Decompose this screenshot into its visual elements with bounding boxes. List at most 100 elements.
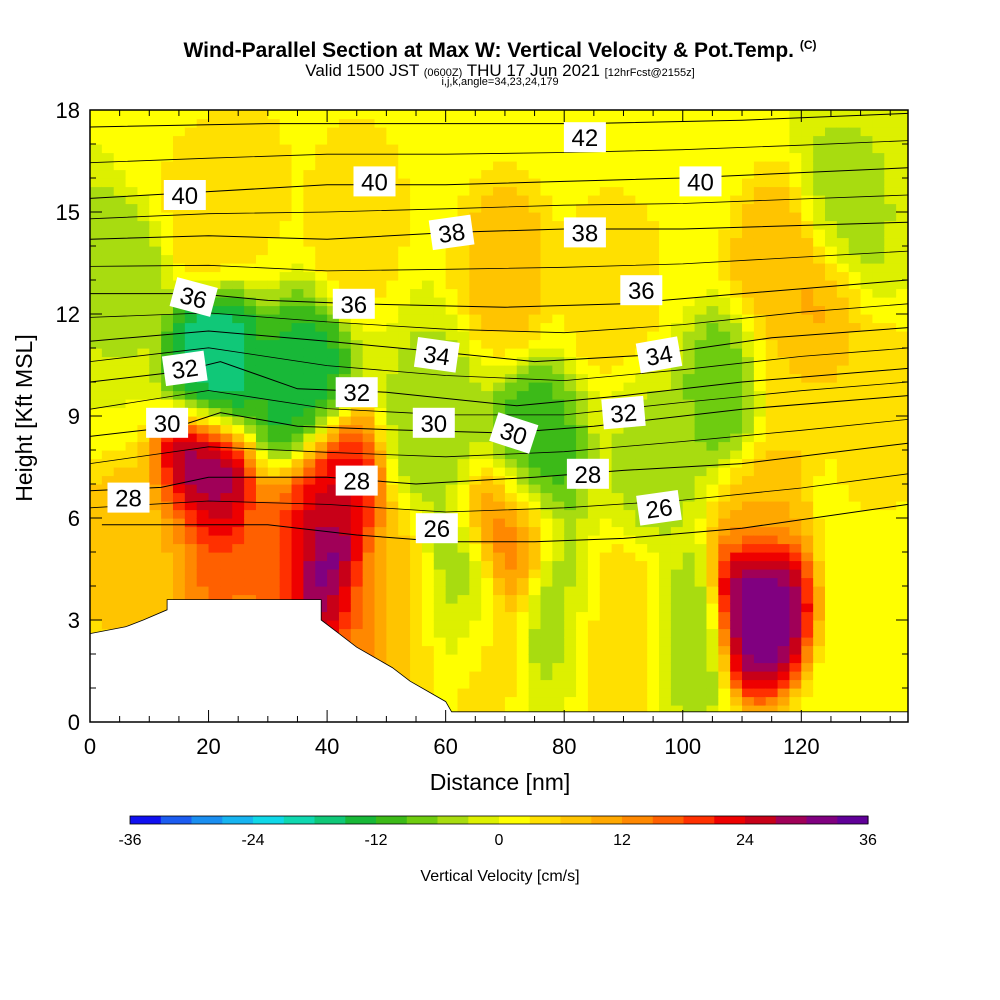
velocity-cell [398,560,411,570]
velocity-cell [789,288,802,298]
velocity-cell [232,339,245,349]
velocity-cell [113,399,127,409]
velocity-cell [801,297,814,307]
velocity-cell [315,416,328,426]
velocity-cell [410,679,423,689]
velocity-cell [872,526,885,536]
velocity-cell [457,339,470,349]
velocity-cell [315,433,328,443]
velocity-cell [338,203,352,213]
velocity-cell [220,586,233,596]
velocity-cell [825,203,838,213]
velocity-cell [682,416,696,426]
velocity-cell [208,297,222,307]
velocity-cell [623,144,636,154]
velocity-cell [848,161,862,171]
velocity-cell [469,645,482,655]
velocity-cell [528,331,542,341]
velocity-cell [564,535,577,545]
velocity-cell [789,552,802,562]
velocity-cell [552,220,565,230]
velocity-cell [516,390,530,400]
velocity-cell [504,518,518,528]
velocity-cell [386,543,399,553]
velocity-cell [232,526,245,536]
velocity-cell [611,509,625,519]
velocity-cell [172,144,186,154]
velocity-cell [623,688,636,698]
velocity-cell [528,671,542,681]
velocity-cell [244,356,257,366]
velocity-cell [220,178,233,188]
velocity-cell [730,186,743,196]
velocity-cell [884,628,897,638]
velocity-cell [777,586,791,596]
velocity-cell [623,246,636,256]
velocity-cell [220,526,233,536]
velocity-cell [623,186,636,196]
velocity-cell [457,611,470,621]
velocity-cell [291,526,304,536]
velocity-cell [753,220,767,230]
velocity-cell [659,305,672,315]
velocity-cell [481,569,494,579]
velocity-cell [516,237,530,247]
velocity-cell [730,399,743,409]
velocity-cell [765,263,779,273]
velocity-cell [255,339,269,349]
velocity-cell [777,348,791,358]
velocity-cell [504,586,518,596]
velocity-cell [540,679,553,689]
velocity-cell [765,424,779,434]
velocity-cell [220,518,233,528]
velocity-cell [836,365,850,375]
velocity-cell [576,543,589,553]
velocity-cell [528,246,542,256]
velocity-cell [848,552,862,562]
velocity-cell [457,390,470,400]
velocity-cell [291,348,304,358]
velocity-cell [350,237,364,247]
velocity-cell [350,458,364,468]
velocity-cell [742,552,755,562]
velocity-cell [184,569,198,579]
velocity-cell [647,620,660,630]
velocity-cell [647,186,660,196]
velocity-cell [564,314,577,324]
velocity-cell [516,526,530,536]
velocity-cell [872,543,885,553]
velocity-cell [836,212,850,222]
velocity-cell [291,271,304,281]
valid-time: Valid 1500 JST [305,61,419,80]
velocity-cell [267,118,281,128]
velocity-cell [825,237,838,247]
velocity-cell [244,543,257,553]
velocity-cell [421,110,435,120]
velocity-cell [836,628,850,638]
velocity-cell [125,212,139,222]
velocity-cell [421,569,435,579]
velocity-cell [647,152,660,162]
velocity-cell [872,195,885,205]
velocity-cell [327,543,340,553]
velocity-cell [896,671,908,681]
velocity-cell [469,152,482,162]
velocity-cell [493,501,506,511]
velocity-cell [884,399,897,409]
velocity-cell [576,203,589,213]
velocity-cell [587,518,601,528]
velocity-cell [184,518,198,528]
velocity-cell [730,305,743,315]
velocity-cell [255,297,269,307]
valid-date: THU 17 Jun 2021 [466,61,600,80]
velocity-cell [623,705,636,715]
velocity-cell [836,416,850,426]
velocity-cell [587,552,601,562]
velocity-cell [232,203,245,213]
velocity-cell [836,178,850,188]
velocity-cell [670,433,684,443]
velocity-cell [777,135,791,145]
velocity-cell [445,603,459,613]
velocity-cell [836,373,850,383]
velocity-cell [350,135,364,145]
